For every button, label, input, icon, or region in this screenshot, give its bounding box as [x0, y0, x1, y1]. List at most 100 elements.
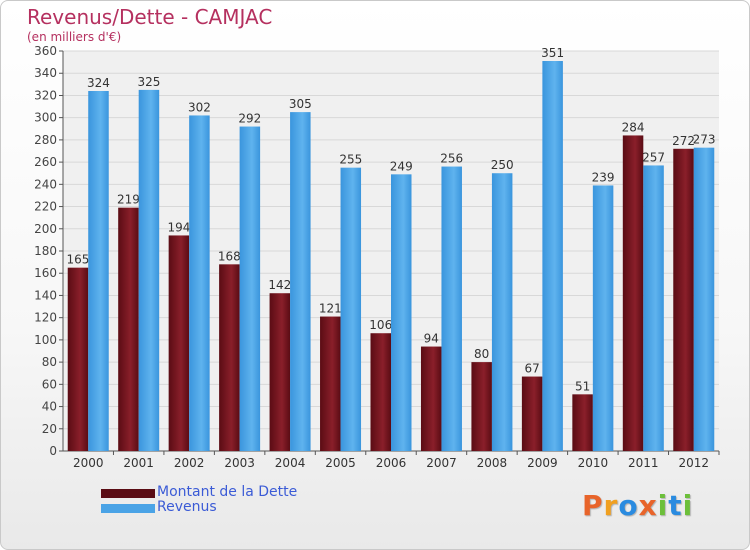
y-tick-label: 320 [34, 88, 57, 102]
data-label-dette: 272 [672, 134, 695, 148]
x-tick-label: 2000 [73, 456, 104, 470]
logo-letter: o [618, 489, 639, 522]
bar-dette [168, 235, 190, 451]
bar-dette [420, 346, 442, 451]
logo-letter: t [668, 489, 683, 522]
data-label-revenus: 305 [289, 97, 312, 111]
y-tick-label: 180 [34, 244, 57, 258]
proxiti-logo: Proxiti [582, 489, 693, 522]
bar-revenus [290, 112, 311, 451]
x-tick-label: 2001 [123, 456, 154, 470]
bar-revenus [592, 185, 614, 451]
x-tick-label: 2006 [376, 456, 407, 470]
bar-dette [219, 264, 240, 451]
y-tick-label: 240 [34, 177, 57, 191]
data-label-dette: 165 [67, 253, 90, 267]
data-label-revenus: 302 [188, 100, 211, 114]
data-label-dette: 219 [117, 193, 140, 207]
x-tick-label: 2002 [174, 456, 205, 470]
data-label-revenus: 324 [87, 76, 110, 90]
data-label-dette: 51 [575, 379, 590, 393]
x-tick-label: 2004 [275, 456, 306, 470]
y-tick-label: 0 [49, 444, 57, 458]
data-label-dette: 94 [424, 332, 439, 346]
bar-dette [269, 293, 291, 451]
y-tick-label: 300 [34, 111, 57, 125]
y-tick-label: 80 [42, 355, 57, 369]
data-label-revenus: 256 [440, 152, 463, 166]
data-label-revenus: 257 [642, 150, 665, 164]
x-tick-label: 2003 [224, 456, 255, 470]
legend-label-revenus: Revenus [157, 499, 217, 515]
data-label-dette: 168 [218, 249, 241, 263]
bar-revenus [441, 166, 462, 452]
x-tick-label: 2008 [477, 456, 508, 470]
bar-revenus [491, 173, 513, 451]
data-label-dette: 194 [167, 220, 190, 234]
y-tick-label: 100 [34, 333, 57, 347]
bar-dette [572, 394, 593, 451]
data-label-dette: 284 [622, 120, 645, 134]
logo-letter: i [682, 489, 694, 522]
chart-title: Revenus/Dette - CAMJAC [27, 5, 273, 29]
x-tick-label: 2012 [678, 456, 709, 470]
bar-dette [67, 267, 89, 451]
data-label-dette: 67 [524, 362, 539, 376]
data-label-revenus: 239 [592, 170, 615, 184]
y-tick-label: 340 [34, 66, 57, 80]
y-tick-label: 40 [42, 400, 57, 414]
y-tick-label: 20 [42, 422, 57, 436]
y-tick-label: 140 [34, 288, 57, 302]
bar-revenus [189, 115, 210, 451]
bar-dette [521, 376, 543, 451]
x-tick-label: 2011 [628, 456, 659, 470]
bar-dette [320, 316, 341, 451]
logo-letter: i [657, 489, 669, 522]
y-tick-label: 120 [34, 311, 57, 325]
data-label-revenus: 249 [390, 159, 413, 173]
y-tick-label: 60 [42, 377, 57, 391]
x-tick-label: 2009 [527, 456, 558, 470]
x-tick-label: 2005 [325, 456, 356, 470]
bar-revenus [693, 147, 715, 451]
bar-dette [471, 362, 492, 451]
logo-letter: P [582, 489, 604, 522]
y-tick-label: 280 [34, 133, 57, 147]
legend-swatch-revenus [101, 504, 155, 513]
bar-revenus [643, 165, 664, 451]
y-tick-label: 220 [34, 200, 57, 214]
data-label-dette: 142 [268, 278, 291, 292]
data-label-revenus: 325 [137, 75, 160, 89]
logo-letter: x [638, 489, 658, 522]
bar-revenus [340, 167, 362, 451]
y-tick-label: 200 [34, 222, 57, 236]
y-tick-label: 260 [34, 155, 57, 169]
data-label-revenus: 292 [238, 112, 261, 126]
legend-label-dette: Montant de la Dette [157, 484, 298, 500]
legend-swatch-dette [101, 489, 155, 498]
bar-revenus [391, 174, 412, 452]
data-label-revenus: 255 [339, 153, 362, 167]
bar-dette [673, 148, 694, 451]
bar-dette [118, 207, 139, 451]
y-tick-label: 160 [34, 266, 57, 280]
y-tick-label: 360 [34, 44, 57, 58]
chart-subtitle: (en milliers d'€) [27, 30, 122, 44]
bar-dette [622, 135, 644, 451]
bar-dette [370, 333, 391, 451]
data-label-revenus: 273 [693, 133, 716, 147]
bar-revenus [138, 89, 160, 451]
x-tick-label: 2007 [426, 456, 457, 470]
bar-revenus [239, 126, 261, 452]
logo-letter: r [603, 489, 619, 522]
data-label-dette: 80 [474, 347, 489, 361]
x-tick-label: 2010 [578, 456, 609, 470]
data-label-revenus: 351 [541, 46, 564, 60]
bar-revenus [88, 91, 109, 451]
bar-revenus [542, 61, 563, 451]
data-label-revenus: 250 [491, 158, 514, 172]
data-label-dette: 121 [319, 302, 342, 316]
data-label-dette: 106 [369, 318, 392, 332]
